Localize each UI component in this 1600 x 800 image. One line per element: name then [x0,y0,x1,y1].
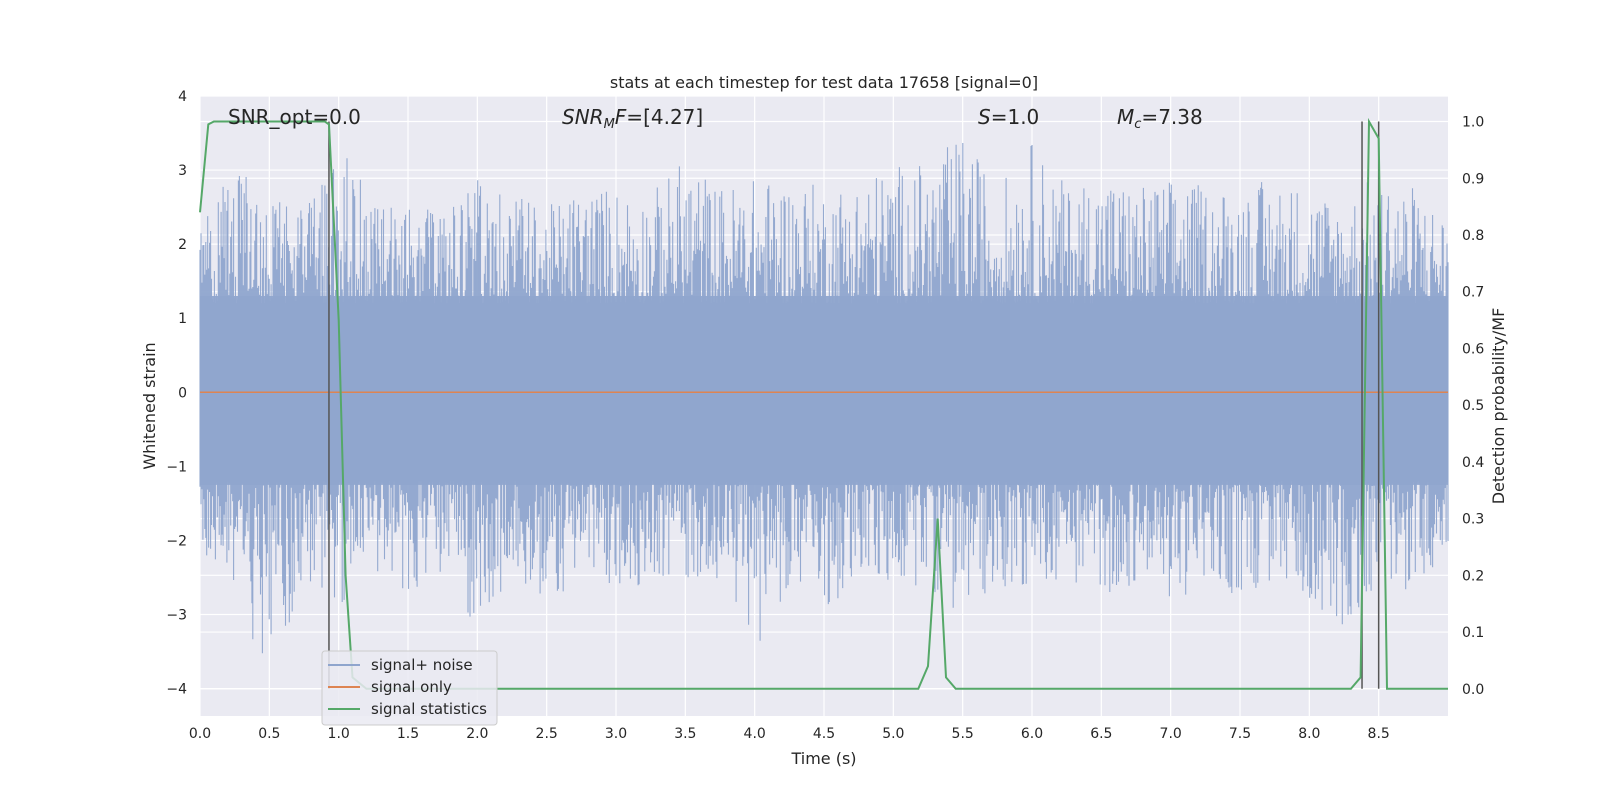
x-tick-label-5: 2.5 [536,726,558,742]
y-tick-label-0: −4 [166,682,187,698]
legend-label-signal-statistics: signal statistics [371,700,487,718]
y-tick-label-2: −2 [166,533,187,549]
annotation-snr-mf: SNRMF=[4.27] [562,105,703,132]
noise-series [199,143,1449,654]
y-tick-label-6: 2 [178,237,187,253]
x-tick-label-1: 0.5 [258,726,280,742]
y2-tick-labels: 0.0 0.1 0.2 0.3 0.4 0.5 0.6 0.7 0.8 0.9 1.0 [1462,115,1484,698]
annotation-s: S=1.0 [978,105,1039,129]
y-tick-label-4: 0 [178,385,187,401]
x-tick-label-6: 3.0 [605,726,627,742]
y2-tick-label-0: 0.0 [1462,682,1484,698]
chart-title: stats at each timestep for test data 176… [610,73,1038,92]
y2-tick-label-4: 0.4 [1462,455,1484,471]
y-tick-label-3: −1 [166,459,187,475]
legend-label-signal-noise: signal+ noise [371,656,473,674]
y2-tick-label-7: 0.7 [1462,285,1484,301]
y-axis-title: Whitened strain [140,342,159,469]
signal-noise-core [200,296,1448,485]
x-tick-label-11: 5.5 [952,726,974,742]
legend-label-signal-only: signal only [371,678,452,696]
y2-tick-label-2: 0.2 [1462,568,1484,584]
y2-tick-label-8: 0.8 [1462,228,1484,244]
x-tick-label-2: 1.0 [328,726,350,742]
x-tick-label-7: 3.5 [674,726,696,742]
x-tick-label-17: 8.5 [1368,726,1390,742]
annotation-s-value: 1.0 [1007,105,1039,129]
legend: signal+ noise signal only signal statist… [321,650,498,726]
x-tick-label-9: 4.5 [813,726,835,742]
x-tick-label-3: 1.5 [397,726,419,742]
x-tick-labels: 0.0 0.5 1.0 1.5 2.0 2.5 3.0 3.5 4.0 4.5 5.0 5.5 6.0 6… [189,726,1390,742]
x-tick-label-13: 6.5 [1090,726,1112,742]
y2-tick-label-3: 0.3 [1462,512,1484,528]
x-tick-label-15: 7.5 [1229,726,1251,742]
y-tick-label-7: 3 [178,163,187,179]
annotation-snr-mf-value: [4.27] [643,105,703,129]
x-tick-label-16: 8.0 [1298,726,1320,742]
legend-box [321,650,498,726]
annotation-snr-opt: SNR_opt=0.0 [228,105,361,129]
y2-tick-label-10: 1.0 [1462,115,1484,131]
y-tick-label-5: 1 [178,311,187,327]
y2-tick-label-9: 0.9 [1462,171,1484,187]
y-tick-labels: −4 −3 −2 −1 0 1 2 3 4 [166,89,187,698]
x-tick-label-14: 7.0 [1160,726,1182,742]
y-tick-label-1: −3 [166,608,187,624]
y2-tick-label-6: 0.6 [1462,341,1484,357]
x-tick-label-8: 4.0 [744,726,766,742]
x-tick-label-12: 6.0 [1021,726,1043,742]
y2-axis-title: Detection probability/MF [1489,308,1508,505]
x-tick-label-4: 2.0 [466,726,488,742]
y-tick-label-8: 4 [178,89,187,105]
annotation-mc-value: 7.38 [1158,105,1203,129]
y2-tick-label-5: 0.5 [1462,398,1484,414]
y2-tick-label-1: 0.1 [1462,625,1484,641]
x-axis-title: Time (s) [790,749,856,768]
x-tick-label-10: 5.0 [882,726,904,742]
x-tick-label-0: 0.0 [189,726,211,742]
annotation-mc: Mc=7.38 [1117,105,1203,132]
